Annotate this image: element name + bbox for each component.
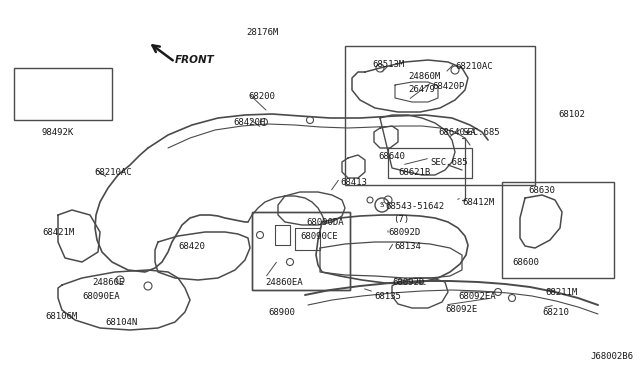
Text: 68513M: 68513M: [372, 60, 404, 69]
Text: 98492K: 98492K: [42, 128, 74, 137]
Text: 68211M: 68211M: [545, 288, 577, 297]
Text: 68134: 68134: [394, 242, 421, 251]
Text: FRONT: FRONT: [175, 55, 215, 65]
Text: 68420: 68420: [178, 242, 205, 251]
Text: 68200: 68200: [248, 92, 275, 101]
Text: SEC.685: SEC.685: [430, 158, 468, 167]
Text: 68630: 68630: [528, 186, 555, 195]
Text: 68420H: 68420H: [233, 118, 265, 127]
Text: SEC.685: SEC.685: [462, 128, 500, 137]
Bar: [388, 148, 472, 178]
Text: 68210AC: 68210AC: [455, 62, 493, 71]
Bar: [14, 68, 112, 120]
Bar: [345, 46, 535, 185]
Text: J68002B6: J68002B6: [590, 352, 633, 361]
Text: 68092E: 68092E: [445, 305, 477, 314]
Text: 68621B: 68621B: [398, 168, 430, 177]
Text: 68092D: 68092D: [388, 228, 420, 237]
Text: 68412M: 68412M: [462, 198, 494, 207]
Text: 68210AC: 68210AC: [94, 168, 132, 177]
Bar: [252, 212, 350, 290]
Text: (7): (7): [393, 215, 409, 224]
Text: 68640: 68640: [378, 152, 405, 161]
Text: 68543-51642: 68543-51642: [385, 202, 444, 211]
Text: 68600: 68600: [512, 258, 539, 267]
Text: 68090CE: 68090CE: [300, 232, 338, 241]
Text: S: S: [380, 202, 384, 208]
Text: 68420P: 68420P: [432, 82, 464, 91]
Text: 68102: 68102: [558, 110, 585, 119]
Text: 68413: 68413: [340, 178, 367, 187]
Text: 68135: 68135: [374, 292, 401, 301]
Text: 68421M: 68421M: [42, 228, 74, 237]
Text: 68090DA: 68090DA: [306, 218, 344, 227]
Text: 68106M: 68106M: [45, 312, 77, 321]
Text: 24860M: 24860M: [408, 72, 440, 81]
Text: 24860E: 24860E: [92, 278, 124, 287]
Text: 68104N: 68104N: [105, 318, 137, 327]
Text: 68092D: 68092D: [392, 278, 424, 287]
Bar: [502, 182, 614, 278]
Text: 68090EA: 68090EA: [82, 292, 120, 301]
Text: 68210: 68210: [542, 308, 569, 317]
Text: 26479: 26479: [408, 85, 435, 94]
Text: 68640+A: 68640+A: [438, 128, 476, 137]
Bar: [252, 212, 350, 290]
Text: 68092EA: 68092EA: [458, 292, 495, 301]
Text: 28176M: 28176M: [246, 28, 278, 37]
Text: 24860EA: 24860EA: [265, 278, 303, 287]
Text: 68900: 68900: [268, 308, 295, 317]
